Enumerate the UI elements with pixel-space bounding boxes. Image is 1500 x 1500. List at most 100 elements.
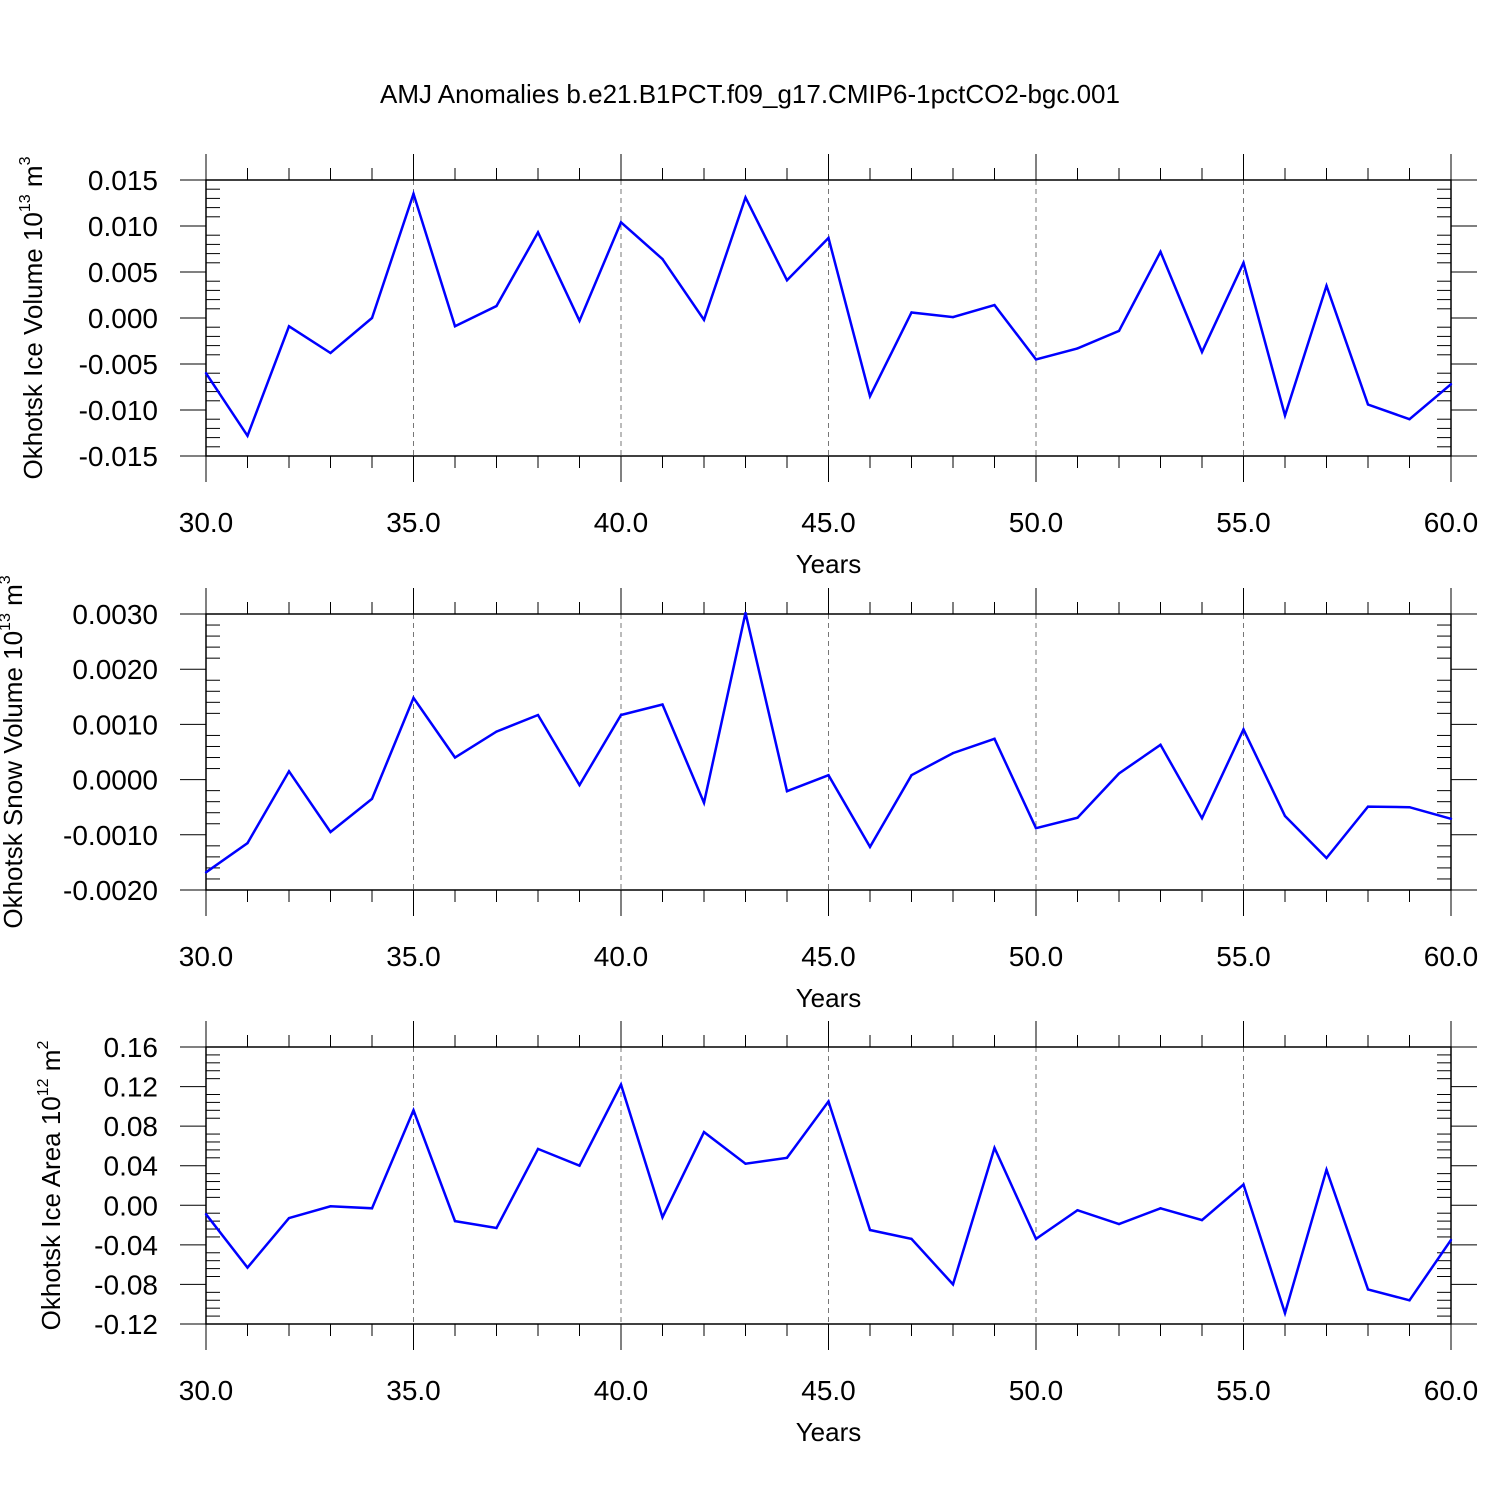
data-point — [661, 257, 664, 261]
y-tick-label: -0.005 — [79, 349, 158, 380]
data-point — [1117, 1222, 1121, 1226]
y-tick-label: -0.010 — [79, 395, 158, 426]
data-point — [370, 1207, 374, 1210]
y-axis-title-unit: m — [0, 584, 28, 613]
data-point — [1034, 358, 1038, 361]
data-point — [495, 304, 498, 308]
y-axis-title-exponent: 12 — [35, 1078, 52, 1096]
plot-frame — [205, 179, 1452, 457]
data-point — [619, 221, 623, 224]
x-tick-label: 30.0 — [179, 1375, 234, 1406]
y-tick-label: 0.015 — [88, 165, 158, 196]
data-point — [1449, 817, 1453, 820]
data-point — [1283, 414, 1287, 417]
x-tick-label: 40.0 — [594, 507, 649, 538]
data-point — [246, 841, 249, 845]
data-point — [702, 1130, 706, 1134]
data-point — [910, 1237, 913, 1241]
data-point — [204, 1212, 208, 1216]
data-point — [1034, 1237, 1038, 1241]
y-axis-title-main: Okhotsk Ice Area 10 — [36, 1096, 66, 1330]
data-point — [495, 730, 498, 733]
data-point — [951, 751, 955, 755]
x-tick-label: 55.0 — [1216, 1375, 1271, 1406]
data-point — [827, 773, 830, 777]
x-tick-label: 60.0 — [1424, 941, 1479, 972]
chart-panels: 30.0 35.0 40.0 45.0 50.0 55.0 60.0 -0.015 -0.010… — [0, 154, 1478, 1447]
data-point — [951, 1283, 955, 1286]
x-axis-title: Years — [796, 1417, 862, 1447]
data-point — [744, 611, 747, 615]
data-point — [993, 1146, 996, 1150]
y-axis-title-unit: m — [36, 1050, 66, 1079]
data-point — [1076, 347, 1079, 350]
data-point — [1283, 1311, 1287, 1315]
data-point — [370, 316, 374, 320]
x-tick-label: 45.0 — [801, 941, 856, 972]
x-tick-label: 30.0 — [179, 507, 234, 538]
y-axis-title-main: Okhotsk Snow Volume 10 — [0, 631, 28, 929]
x-tick-label: 60.0 — [1424, 507, 1479, 538]
data-point — [329, 1205, 332, 1208]
data-point — [868, 395, 872, 398]
data-point — [619, 713, 623, 717]
x-tick-label: 55.0 — [1216, 507, 1271, 538]
data-point — [536, 713, 540, 717]
plot-frame — [205, 613, 1452, 891]
y-axis-title: Okhotsk Ice Area 1012 m2 — [35, 1041, 66, 1331]
x-tick-label: 50.0 — [1009, 1375, 1064, 1406]
data-point — [1449, 1238, 1453, 1242]
data-point — [910, 773, 913, 777]
x-tick-label: 45.0 — [801, 507, 856, 538]
series-line — [205, 1081, 1453, 1318]
data-point — [1242, 1183, 1245, 1186]
data-point — [744, 1162, 747, 1165]
x-tick-label: 45.0 — [801, 1375, 856, 1406]
y-axis-title-main: Okhotsk Ice Volume 10 — [18, 212, 48, 479]
y-tick-label: 0.00 — [104, 1190, 159, 1221]
data-point — [744, 196, 747, 199]
data-point — [1408, 418, 1411, 421]
data-point — [1325, 856, 1328, 860]
data-point — [536, 1147, 540, 1151]
data-point — [578, 319, 581, 322]
y-tick-label: -0.0020 — [63, 875, 158, 906]
data-point — [287, 325, 291, 328]
y-tick-label: 0.0030 — [72, 599, 158, 630]
chart-title: AMJ Anomalies b.e21.B1PCT.f09_g17.CMIP6-… — [380, 79, 1120, 109]
y-tick-label: -0.04 — [94, 1230, 158, 1261]
x-tick-label: 50.0 — [1009, 507, 1064, 538]
data-point — [204, 871, 208, 874]
data-point — [619, 1083, 623, 1086]
data-point — [702, 801, 706, 804]
data-point — [287, 770, 291, 773]
data-point — [1242, 728, 1245, 731]
y-axis-title: Okhotsk Snow Volume 1013 m3 — [0, 575, 28, 928]
data-point — [1449, 383, 1453, 386]
data-point — [1117, 329, 1121, 333]
data-point — [1200, 350, 1204, 354]
y-tick-label: 0.04 — [104, 1151, 159, 1182]
y-tick-label: 0.12 — [104, 1072, 159, 1103]
data-point — [785, 789, 789, 793]
data-point — [868, 1228, 872, 1232]
y-tick-label: 0.0010 — [72, 709, 158, 740]
data-point — [1408, 1299, 1411, 1302]
y-tick-label: 0.08 — [104, 1111, 159, 1142]
x-tick-label: 60.0 — [1424, 1375, 1479, 1406]
panel-2: 30.0 35.0 40.0 45.0 50.0 55.0 60.0 -0.0020 -0.00… — [0, 575, 1478, 1013]
y-axis-title-unit-exponent: 3 — [17, 156, 34, 165]
x-tick-label: 35.0 — [386, 941, 441, 972]
data-point — [1325, 1168, 1328, 1171]
y-tick-label: 0.010 — [88, 211, 158, 242]
data-point — [785, 1156, 789, 1160]
y-axis-title-unit: m — [18, 165, 48, 194]
y-tick-label: -0.08 — [94, 1269, 158, 1300]
x-tick-label: 40.0 — [594, 941, 649, 972]
data-point — [1200, 817, 1204, 820]
data-point — [1283, 814, 1287, 818]
y-tick-label: 0.0020 — [72, 654, 158, 685]
x-tick-label: 30.0 — [179, 941, 234, 972]
data-point — [1200, 1218, 1204, 1222]
data-point — [578, 1164, 581, 1167]
